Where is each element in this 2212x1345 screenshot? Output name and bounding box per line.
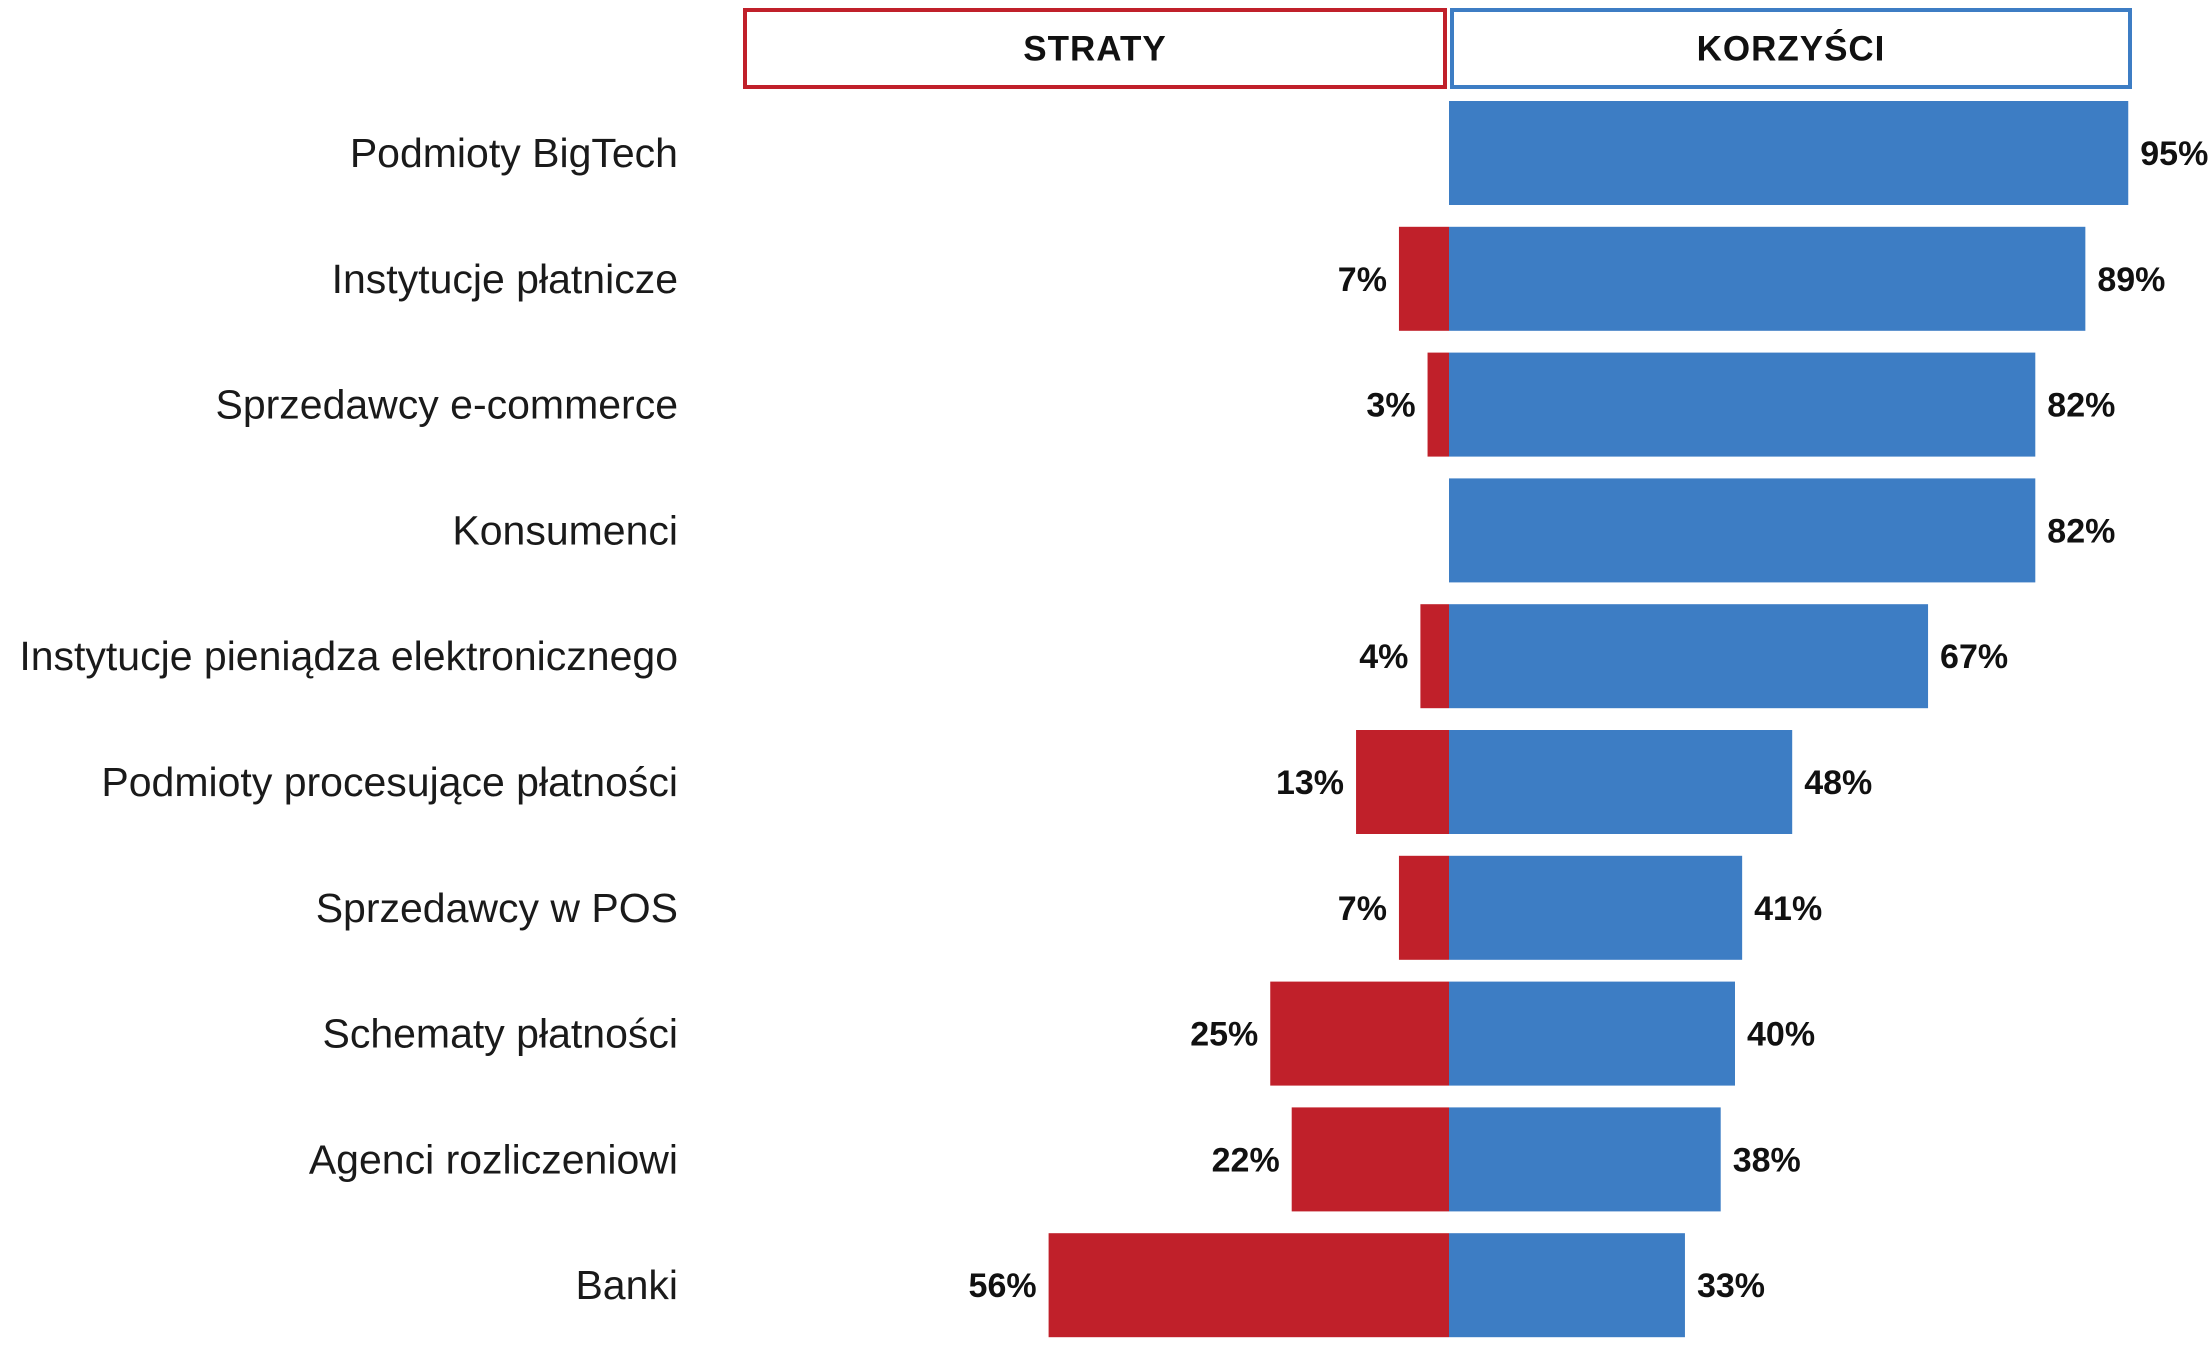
- value-label-straty: 22%: [1212, 1141, 1280, 1179]
- category-label: Banki: [575, 1262, 678, 1308]
- value-label-straty: 4%: [1359, 638, 1408, 676]
- value-label-straty: 7%: [1338, 261, 1387, 299]
- value-label-straty: 25%: [1190, 1016, 1258, 1054]
- value-label-straty: 3%: [1366, 387, 1415, 425]
- value-label-korzysci: 82%: [2047, 387, 2115, 425]
- bar-straty: [1420, 604, 1449, 709]
- bar-korzysci: [1449, 981, 1735, 1086]
- value-label-korzysci: 41%: [1754, 890, 1822, 928]
- bar-korzysci: [1449, 730, 1793, 834]
- category-label: Konsumenci: [452, 507, 678, 553]
- category-label: Instytucje płatnicze: [332, 256, 678, 302]
- category-label: Podmioty procesujące płatności: [101, 759, 678, 805]
- bars: [1048, 101, 2129, 1338]
- header-box-korzysci: [1450, 8, 2132, 89]
- value-label-straty: 7%: [1338, 890, 1387, 928]
- category-labels: Podmioty BigTech Instytucje płatnicze Sprz…: [19, 130, 678, 1308]
- value-label-korzysci: 82%: [2047, 512, 2115, 550]
- value-label-straty: 13%: [1276, 764, 1344, 802]
- category-label: Schematy płatności: [322, 1011, 678, 1057]
- bar-korzysci: [1449, 352, 2036, 457]
- bar-korzysci: [1449, 855, 1743, 960]
- bar-korzysci: [1449, 1107, 1721, 1212]
- bar-straty: [1291, 1107, 1449, 1212]
- value-label-korzysci: 48%: [1804, 764, 1872, 802]
- category-label: Agenci rozliczeniowi: [309, 1136, 678, 1182]
- bar-straty: [1398, 226, 1449, 331]
- bar-straty: [1427, 352, 1449, 457]
- header-label-straty: STRATY: [1023, 30, 1166, 69]
- bar-korzysci: [1449, 1233, 1685, 1338]
- value-label-korzysci: 33%: [1697, 1267, 1765, 1305]
- category-label: Sprzedawcy e-commerce: [215, 382, 678, 428]
- value-labels: 95% 7% 89% 3% 82% 82% 4% 67% 13% 48% 7% 41% 25% 40% 22…: [969, 135, 2209, 1305]
- value-label-korzysci: 89%: [2097, 261, 2165, 299]
- chart-headers: STRATY KORZYŚCI: [743, 8, 2132, 89]
- bar-straty: [1048, 1233, 1449, 1338]
- category-label: Podmioty BigTech: [350, 130, 678, 176]
- bar-korzysci: [1449, 226, 2086, 331]
- category-label: Sprzedawcy w POS: [316, 885, 678, 931]
- header-box-straty: [743, 8, 1447, 89]
- category-label: Instytucje pieniądza elektronicznego: [19, 633, 678, 679]
- bar-korzysci: [1449, 478, 2036, 583]
- value-label-korzysci: 40%: [1747, 1016, 1815, 1054]
- bar-straty: [1398, 855, 1449, 960]
- bar-korzysci: [1449, 604, 1929, 709]
- bar-straty: [1356, 730, 1449, 834]
- value-label-korzysci: 95%: [2140, 135, 2208, 173]
- value-label-korzysci: 67%: [1940, 638, 2008, 676]
- header-label-korzysci: KORZYŚCI: [1697, 29, 1886, 69]
- value-label-straty: 56%: [969, 1267, 1037, 1305]
- bar-korzysci: [1449, 101, 2129, 205]
- bar-straty: [1270, 981, 1449, 1086]
- value-label-korzysci: 38%: [1733, 1141, 1801, 1179]
